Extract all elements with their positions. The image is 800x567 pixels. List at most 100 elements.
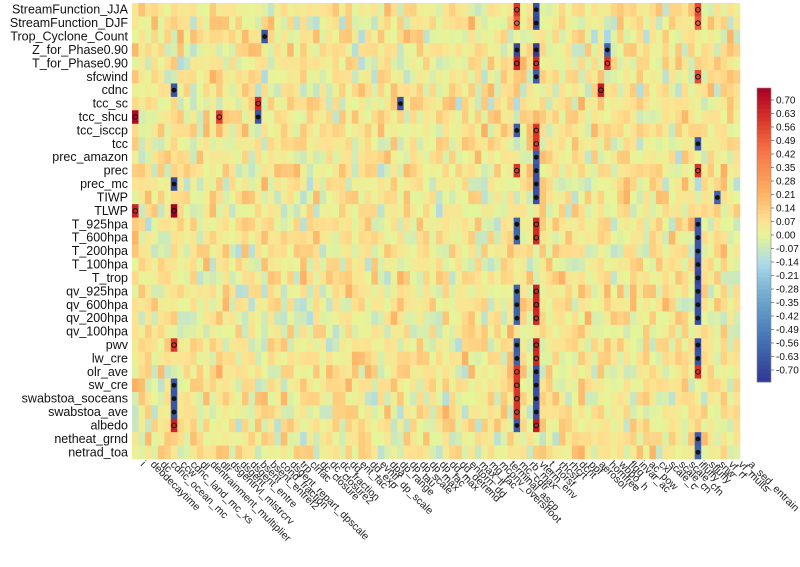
heatmap-cell [261, 110, 269, 124]
heatmap-cell [371, 217, 379, 232]
heatmap-cell [254, 284, 262, 299]
heatmap-cell [280, 271, 288, 285]
heatmap-cell [203, 190, 210, 205]
heatmap-cell [565, 83, 573, 98]
heatmap-cell [436, 244, 443, 259]
heatmap-cell [610, 365, 618, 379]
heatmap-cell [170, 311, 178, 326]
heatmap-cell [520, 137, 527, 151]
heatmap-cell [177, 365, 185, 379]
heatmap-cell [604, 244, 611, 259]
heatmap-cell [545, 271, 553, 285]
heatmap-cell [280, 351, 288, 366]
heatmap-cell [132, 311, 139, 326]
heatmap-cell [416, 56, 424, 71]
heatmap-cell [248, 338, 256, 352]
heatmap-cell [151, 324, 159, 339]
heatmap-cell [190, 365, 197, 379]
heatmap-cell [481, 324, 489, 339]
heatmap-cell [442, 311, 450, 326]
heatmap-cell [274, 70, 282, 84]
heatmap-cell [668, 43, 676, 57]
heatmap-cell [597, 244, 605, 259]
heatmap-cell [332, 284, 340, 299]
significance-marker [695, 369, 701, 375]
heatmap-cell [727, 324, 734, 339]
heatmap-cell [714, 271, 721, 285]
heatmap-cell [384, 338, 392, 352]
heatmap-cell [468, 338, 476, 352]
heatmap-cell [675, 96, 683, 111]
heatmap-cell [552, 244, 560, 259]
heatmap-cell [248, 96, 256, 111]
heatmap-cell [403, 96, 411, 111]
heatmap-cell [170, 418, 178, 433]
heatmap-cell [132, 365, 139, 379]
heatmap-cell [183, 338, 191, 352]
heatmap-cell [416, 418, 424, 433]
heatmap-cell [280, 150, 288, 165]
heatmap-cell [287, 391, 294, 406]
heatmap-cell [733, 137, 741, 151]
heatmap-cell [138, 204, 146, 218]
colorbar-segment [757, 264, 771, 269]
heatmap-cell [203, 432, 210, 446]
heatmap-cell [630, 29, 637, 44]
heatmap-cell [494, 123, 501, 138]
heatmap-cell [565, 137, 573, 151]
heatmap-cell [604, 83, 611, 98]
heatmap-cell [727, 244, 734, 259]
heatmap-cell [636, 365, 644, 379]
heatmap-cell [203, 56, 210, 71]
heatmap-cell [487, 217, 495, 232]
heatmap-cell [313, 378, 320, 393]
heatmap-cell [132, 378, 139, 393]
heatmap-cell [235, 257, 243, 272]
heatmap-cell [319, 56, 327, 71]
heatmap-cell [533, 231, 540, 245]
heatmap-cell [591, 96, 598, 111]
heatmap-cell [707, 257, 715, 272]
heatmap-cell [481, 150, 489, 165]
heatmap-cell [571, 244, 579, 259]
colorbar-segment [757, 298, 771, 303]
heatmap-cell [701, 29, 708, 44]
heatmap-cell [306, 137, 314, 151]
heatmap-cell [727, 177, 734, 192]
significance-marker [514, 167, 520, 174]
heatmap-cell [364, 56, 372, 71]
heatmap-cell [267, 137, 275, 151]
heatmap-cell [170, 56, 178, 71]
heatmap-cell [132, 338, 139, 352]
heatmap-cell [487, 190, 495, 205]
heatmap-cell [539, 137, 547, 151]
heatmap-cell [293, 137, 301, 151]
heatmap-cell [177, 445, 185, 460]
heatmap-cell [675, 43, 683, 57]
heatmap-cell [423, 70, 430, 84]
heatmap-cell [287, 16, 294, 31]
heatmap-cell [410, 70, 417, 84]
heatmap-cell [494, 324, 501, 339]
heatmap-cell [474, 190, 482, 205]
heatmap-cell [229, 3, 236, 17]
heatmap-cell [306, 150, 314, 165]
heatmap-cell [727, 137, 734, 151]
heatmap-cell [474, 351, 482, 366]
heatmap-cell [132, 190, 139, 205]
heatmap-cell [183, 391, 191, 406]
heatmap-cell [377, 378, 385, 393]
heatmap-cell [662, 150, 670, 165]
heatmap-cell [326, 16, 333, 31]
heatmap-cell [313, 83, 320, 98]
heatmap-cell [474, 231, 482, 245]
heatmap-cell [293, 231, 301, 245]
heatmap-cell [604, 177, 611, 192]
heatmap-cell [416, 231, 424, 245]
heatmap-cell [526, 284, 534, 299]
heatmap-cell [448, 29, 456, 44]
heatmap-cell [306, 123, 314, 138]
heatmap-cell [623, 16, 631, 31]
heatmap-cell [571, 311, 579, 326]
heatmap-cell [164, 405, 172, 420]
